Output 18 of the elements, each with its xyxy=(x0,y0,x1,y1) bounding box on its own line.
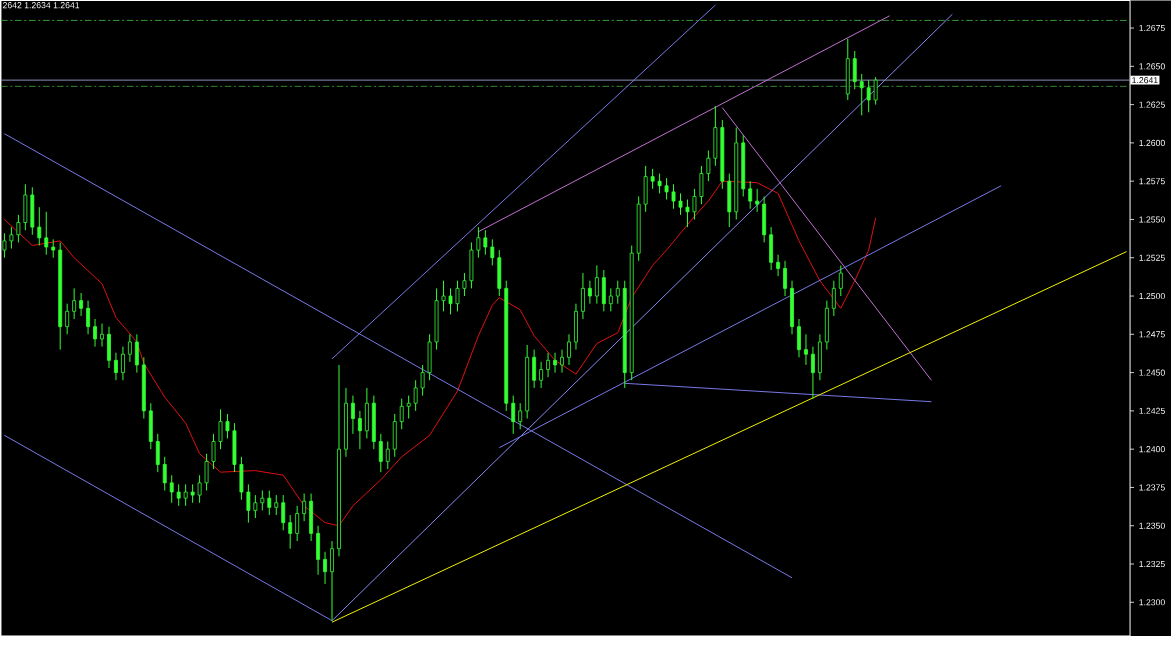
y-tick-label: 1.2400 xyxy=(1139,446,1165,453)
y-tick-label: 1.2375 xyxy=(1139,484,1165,491)
y-tick-label: 1.2550 xyxy=(1139,216,1165,223)
y-tick-label: 1.2575 xyxy=(1139,178,1165,185)
y-tick-label: 1.2450 xyxy=(1139,369,1165,376)
ref-line-label: 1.2641 xyxy=(1132,77,1158,84)
y-tick-label: 1.2625 xyxy=(1139,101,1165,108)
y-tick-label: 1.2675 xyxy=(1139,24,1165,32)
y-tick-label: 1.2525 xyxy=(1139,254,1165,261)
y-tick-label: 1.2425 xyxy=(1139,407,1165,414)
y-tick-label: 1.2475 xyxy=(1139,331,1165,338)
y-tick-label: 1.2300 xyxy=(1139,599,1165,606)
y-tick-label: 1.2500 xyxy=(1139,292,1165,300)
annotation: 2642 1.2634 1.2641 xyxy=(3,2,80,9)
y-tick-label: 1.2600 xyxy=(1139,139,1165,146)
y-tick-label: 1.2650 xyxy=(1139,63,1165,70)
y-tick-label: 1.2325 xyxy=(1139,560,1165,568)
y-tick-label: 1.2350 xyxy=(1139,522,1165,529)
